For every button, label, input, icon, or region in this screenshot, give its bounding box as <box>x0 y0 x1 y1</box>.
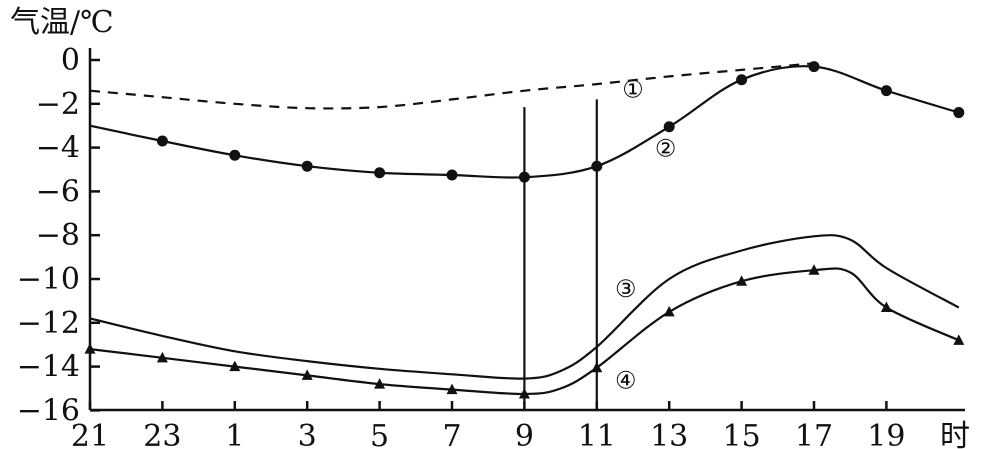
series-annotation: ① <box>622 75 644 103</box>
x-axis-label: 时 <box>940 419 970 449</box>
x-ticks-group: 21 23 1 3 5 7 9 11 13 15 17 19 <box>71 401 905 449</box>
y-tick-label: −6 <box>36 174 80 209</box>
triangle-marker <box>953 334 965 345</box>
triangle-marker <box>736 275 748 286</box>
circle-marker <box>663 121 675 133</box>
y-tick-label: −8 <box>36 218 80 253</box>
circle-marker <box>591 160 603 172</box>
series-annotation: ③ <box>615 275 637 303</box>
y-tick-label: −14 <box>17 350 80 385</box>
x-tick-label: 3 <box>298 419 317 449</box>
x-tick-label: 5 <box>370 419 389 449</box>
x-tick-label: 1 <box>225 419 244 449</box>
circle-marker <box>518 171 530 183</box>
triangle-marker <box>374 378 386 389</box>
triangle-marker <box>880 301 892 312</box>
y-tick-label: −10 <box>17 262 80 297</box>
y-tick-label: −4 <box>36 131 80 166</box>
triangle-marker <box>301 369 313 380</box>
triangle-marker <box>808 264 820 275</box>
triangle-marker <box>446 383 458 395</box>
circle-marker <box>301 160 313 172</box>
x-tick-label: 9 <box>515 419 534 449</box>
y-ticks-group: 0 −2 −4 −6 −8 −10 −12 −14 −16 <box>17 43 100 428</box>
x-tick-label: 21 <box>71 419 109 449</box>
series-annotation: ② <box>655 135 677 163</box>
y-axis-label: 气温/℃ <box>10 5 114 40</box>
triangle-marker <box>156 351 168 363</box>
triangle-marker <box>84 343 96 354</box>
circle-marker <box>374 167 386 179</box>
series-annotation: ④ <box>615 367 637 395</box>
x-tick-label: 11 <box>578 419 616 449</box>
circle-marker <box>880 85 892 97</box>
y-tick-label: −16 <box>17 393 80 428</box>
circle-marker <box>229 149 241 161</box>
triangle-marker <box>663 305 675 317</box>
x-tick-label: 7 <box>442 419 461 449</box>
x-tick-label: 19 <box>867 419 905 449</box>
triangle-marker <box>518 387 530 399</box>
series-line-4 <box>89 267 960 396</box>
x-tick-label: 13 <box>650 419 688 449</box>
circle-marker <box>953 107 965 119</box>
series-line-1 <box>89 62 815 110</box>
markers-group <box>84 61 965 399</box>
triangle-marker <box>591 361 603 373</box>
circle-marker <box>446 169 458 181</box>
y-tick-label: −2 <box>36 87 80 122</box>
x-tick-label: 15 <box>723 419 761 449</box>
x-tick-label: 17 <box>795 419 833 449</box>
y-tick-label: −12 <box>17 306 80 341</box>
reference-lines-group <box>523 99 598 410</box>
series-line-3 <box>89 234 960 380</box>
circle-marker <box>736 74 748 86</box>
circle-marker <box>808 61 820 73</box>
circle-marker <box>156 135 168 147</box>
y-tick-label: 0 <box>61 43 80 78</box>
annotations-group: ① ② ③ ④ <box>615 75 676 394</box>
triangle-marker <box>229 360 241 372</box>
x-tick-label: 23 <box>143 419 181 449</box>
